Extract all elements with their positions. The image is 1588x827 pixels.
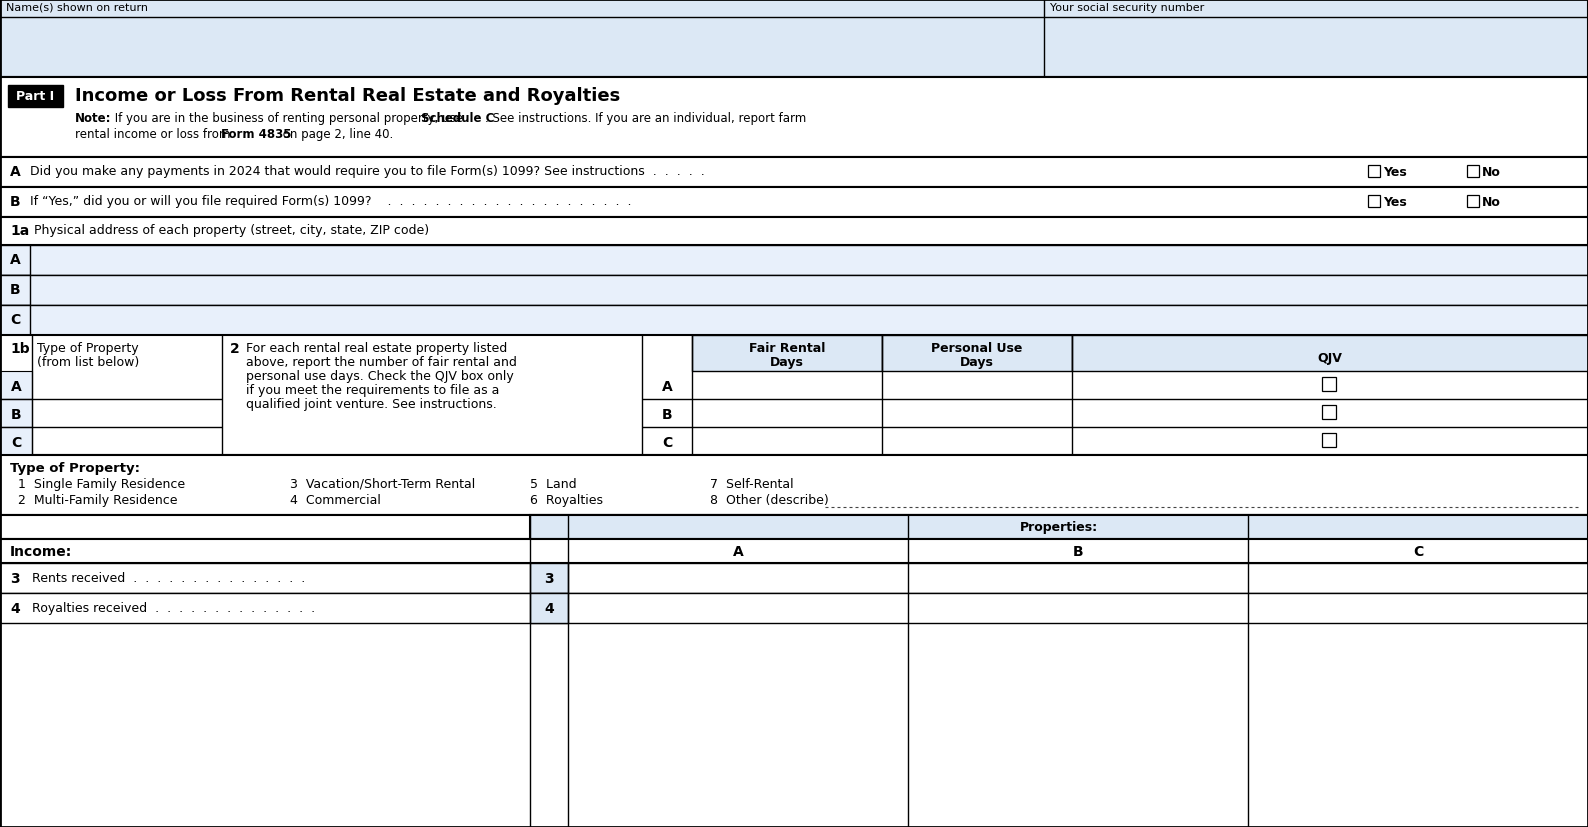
Text: A: A: [10, 253, 21, 266]
Text: For each rental real estate property listed: For each rental real estate property lis…: [246, 342, 507, 355]
Text: B: B: [10, 195, 21, 208]
Bar: [692, 336, 881, 371]
Text: Form 4835: Form 4835: [221, 128, 292, 141]
Bar: [0, 78, 1588, 158]
Bar: [1467, 165, 1478, 178]
Text: 7  Self-Rental: 7 Self-Rental: [710, 477, 794, 490]
Text: Properties:: Properties:: [1019, 520, 1097, 533]
Text: 4  Commercial: 4 Commercial: [291, 494, 381, 506]
Text: Name(s) shown on return: Name(s) shown on return: [6, 3, 148, 13]
Text: A: A: [11, 380, 21, 394]
Bar: [0, 275, 1588, 306]
Text: Income:: Income:: [10, 544, 71, 558]
Bar: [0, 539, 1588, 563]
Text: above, report the number of fair rental and: above, report the number of fair rental …: [246, 356, 516, 369]
Bar: [1367, 165, 1380, 178]
Text: 1  Single Family Residence: 1 Single Family Residence: [17, 477, 186, 490]
Text: No: No: [1482, 165, 1501, 179]
Text: 4: 4: [10, 601, 19, 615]
Text: Income or Loss From Rental Real Estate and Royalties: Income or Loss From Rental Real Estate a…: [75, 87, 621, 105]
Text: 8  Other (describe): 8 Other (describe): [710, 494, 829, 506]
Bar: [0, 246, 1588, 275]
Text: A: A: [732, 544, 743, 558]
Bar: [0, 0, 1588, 78]
Text: C: C: [11, 436, 21, 449]
Text: . See instructions. If you are an individual, report farm: . See instructions. If you are an indivi…: [484, 112, 807, 125]
Text: 3  Vacation/Short-Term Rental: 3 Vacation/Short-Term Rental: [291, 477, 475, 490]
Bar: [0, 306, 30, 336]
Bar: [0, 336, 1588, 456]
Bar: [0, 456, 1588, 515]
Bar: [0, 158, 1588, 188]
Text: Yes: Yes: [1383, 165, 1407, 179]
Bar: [0, 188, 1588, 218]
Text: If you are in the business of renting personal property, use: If you are in the business of renting pe…: [111, 112, 467, 125]
Text: Part I: Part I: [16, 90, 54, 103]
Bar: [0, 428, 32, 456]
Bar: [0, 306, 1588, 336]
Text: rental income or loss from: rental income or loss from: [75, 128, 233, 141]
Text: Days: Days: [961, 356, 994, 369]
Bar: [1467, 196, 1478, 208]
Text: 5  Land: 5 Land: [530, 477, 576, 490]
Bar: [0, 593, 1588, 624]
Text: Days: Days: [770, 356, 804, 369]
Bar: [0, 275, 30, 306]
Bar: [530, 563, 569, 593]
Text: qualified joint venture. See instructions.: qualified joint venture. See instruction…: [246, 398, 497, 410]
Text: B: B: [10, 283, 21, 297]
Bar: [0, 218, 1588, 246]
Text: 3: 3: [10, 571, 19, 586]
Bar: [1321, 405, 1336, 419]
Bar: [1321, 433, 1336, 447]
Text: on page 2, line 40.: on page 2, line 40.: [279, 128, 394, 141]
Text: Schedule C: Schedule C: [421, 112, 494, 125]
Text: Rents received  .  .  .  .  .  .  .  .  .  .  .  .  .  .  .: Rents received . . . . . . . . . . . . .…: [32, 571, 305, 585]
Text: 4: 4: [545, 601, 554, 615]
Text: 1a: 1a: [10, 224, 29, 237]
Text: 2: 2: [230, 342, 240, 356]
Text: Royalties received  .  .  .  .  .  .  .  .  .  .  .  .  .  .: Royalties received . . . . . . . . . . .…: [32, 601, 314, 614]
Bar: [0, 563, 1588, 593]
Text: Type of Property: Type of Property: [37, 342, 138, 355]
Text: A: A: [662, 380, 672, 394]
Text: Did you make any payments in 2024 that would require you to file Form(s) 1099? S: Did you make any payments in 2024 that w…: [30, 165, 705, 178]
Text: Your social security number: Your social security number: [1050, 3, 1204, 13]
Text: Fair Rental: Fair Rental: [750, 342, 826, 355]
Text: B: B: [662, 408, 672, 422]
Text: 1b: 1b: [10, 342, 30, 356]
Text: if you meet the requirements to file as a: if you meet the requirements to file as …: [246, 384, 499, 396]
Bar: [530, 593, 569, 624]
Text: 6  Royalties: 6 Royalties: [530, 494, 603, 506]
Bar: [0, 515, 1588, 539]
Text: Physical address of each property (street, city, state, ZIP code): Physical address of each property (stree…: [33, 224, 429, 237]
Text: personal use days. Check the QJV box only: personal use days. Check the QJV box onl…: [246, 370, 515, 383]
Text: Personal Use: Personal Use: [931, 342, 1023, 355]
Text: C: C: [662, 436, 672, 449]
Text: Note:: Note:: [75, 112, 111, 125]
Text: No: No: [1482, 196, 1501, 208]
Text: B: B: [1072, 544, 1083, 558]
Text: If “Yes,” did you or will you file required Form(s) 1099?    .  .  .  .  .  .  .: If “Yes,” did you or will you file requi…: [30, 195, 632, 208]
Text: Type of Property:: Type of Property:: [10, 461, 140, 475]
Bar: [881, 336, 1072, 371]
Text: 3: 3: [545, 571, 554, 586]
Bar: [0, 246, 30, 275]
Bar: [0, 399, 32, 428]
Bar: [0, 371, 32, 399]
Bar: [1321, 378, 1336, 391]
Bar: [1367, 196, 1380, 208]
Text: C: C: [10, 313, 21, 327]
Text: B: B: [11, 408, 21, 422]
Text: 2  Multi-Family Residence: 2 Multi-Family Residence: [17, 494, 178, 506]
Text: Yes: Yes: [1383, 196, 1407, 208]
Bar: [1072, 336, 1588, 371]
Text: QJV: QJV: [1318, 351, 1342, 365]
Text: (from list below): (from list below): [37, 356, 140, 369]
Text: A: A: [10, 165, 21, 179]
Bar: [530, 515, 1588, 539]
Text: C: C: [1413, 544, 1423, 558]
Bar: [8, 86, 64, 108]
